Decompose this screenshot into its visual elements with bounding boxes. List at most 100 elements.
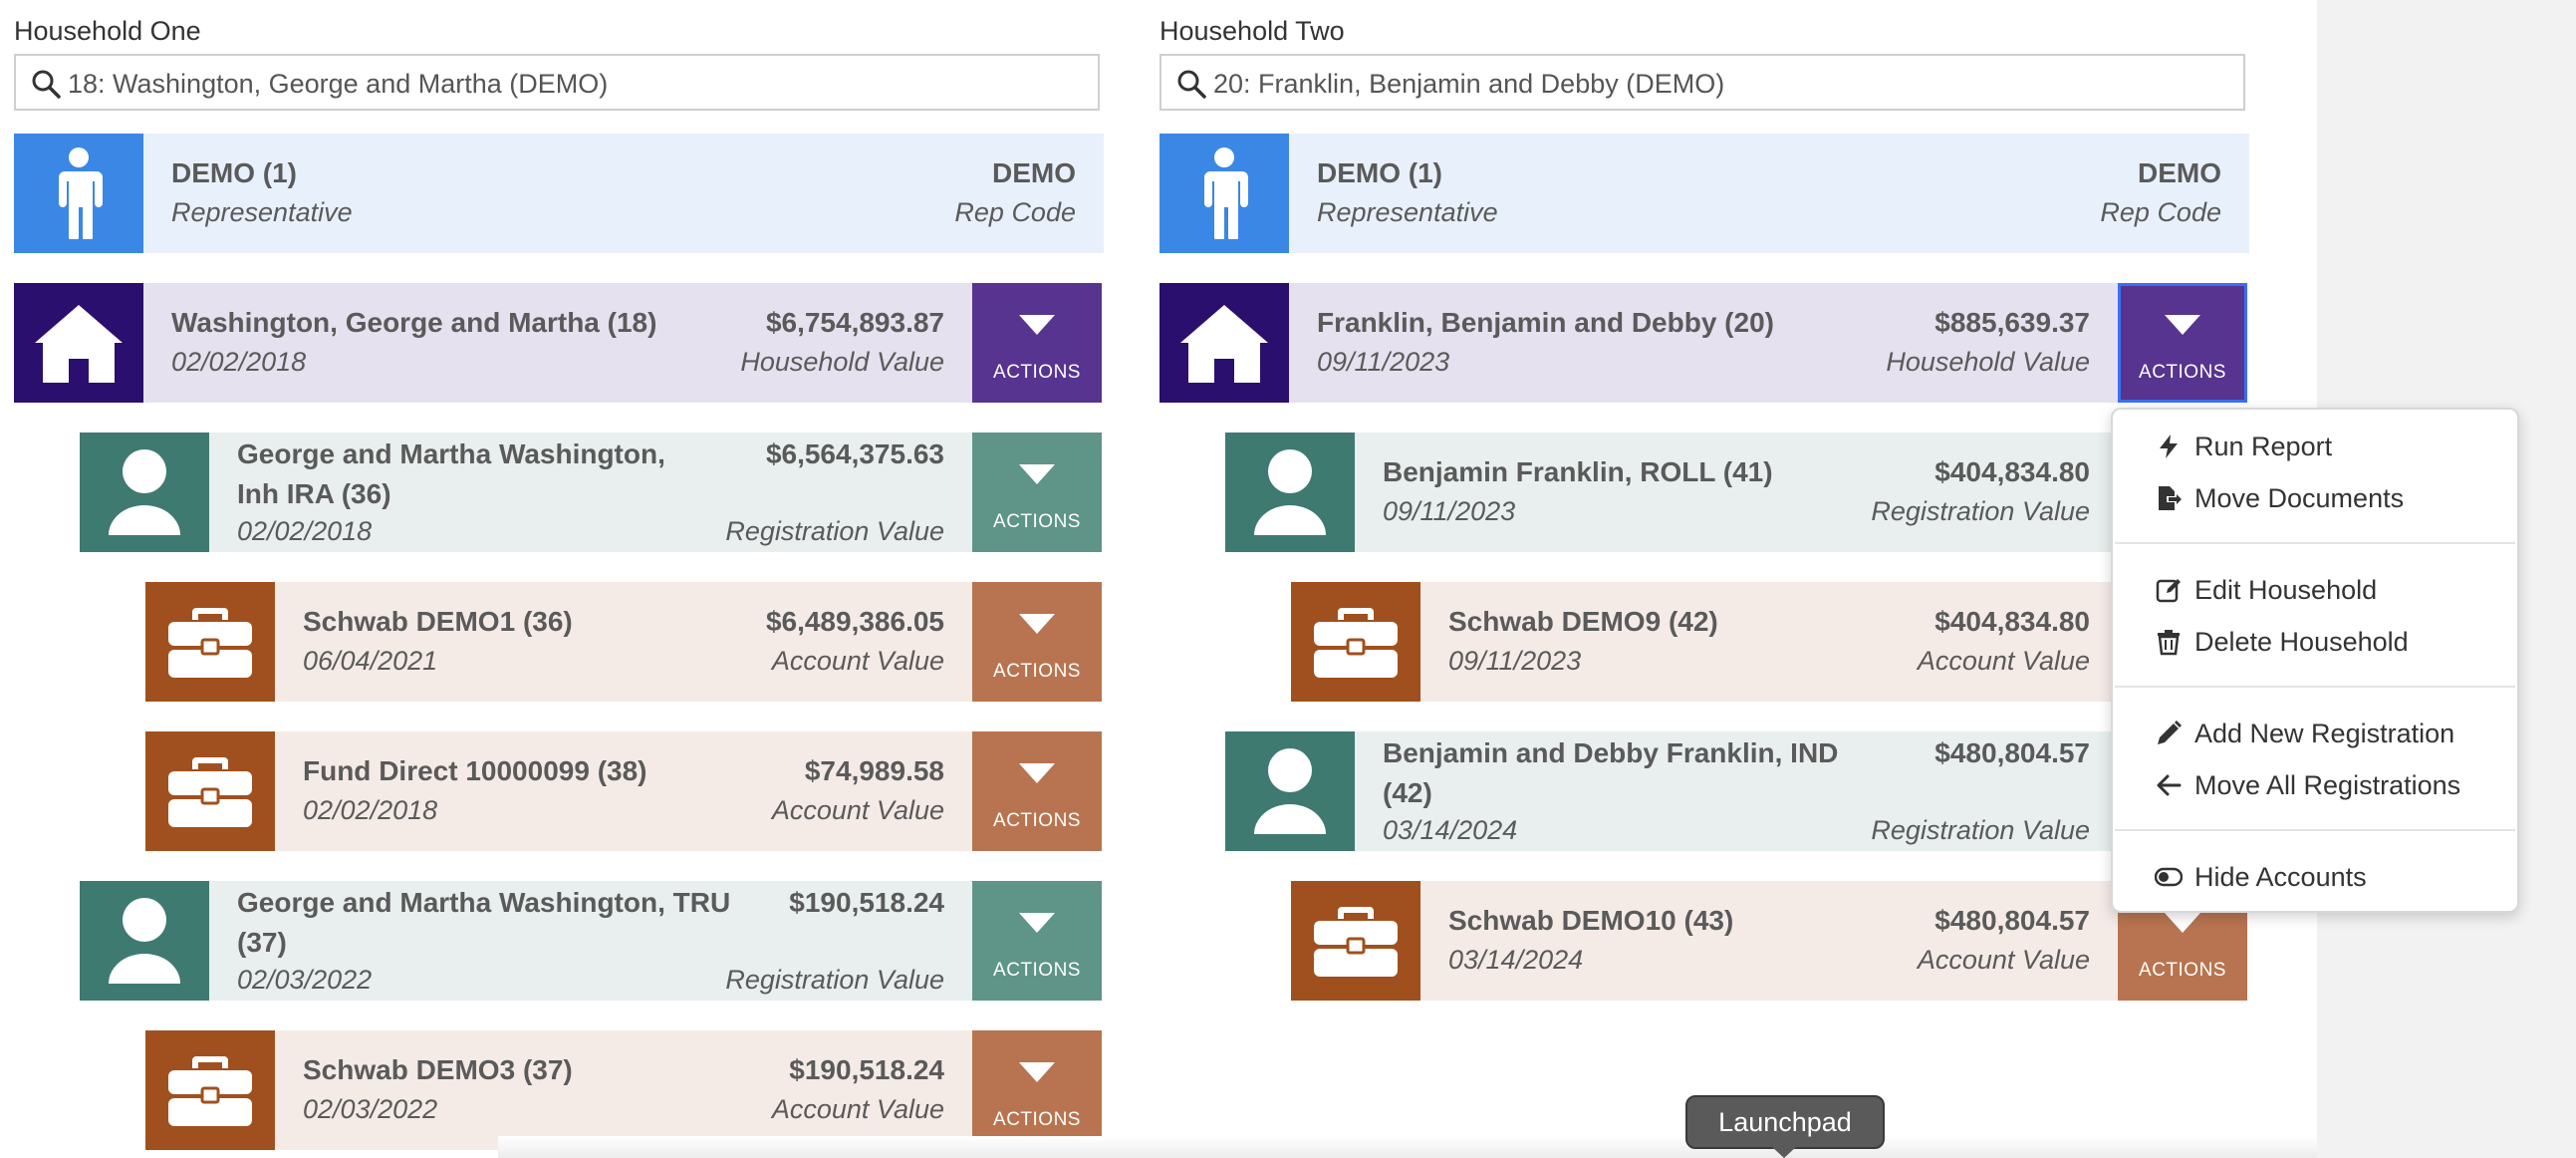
household-tile [14,283,143,403]
house-icon [1180,305,1268,383]
edit-icon [2156,579,2181,603]
representative-tile [14,134,143,253]
account-actions-button[interactable]: ACTIONS [972,582,1102,702]
registration-value: $190,518.24 [789,887,944,918]
caret-down-icon [1019,614,1055,634]
household-panel: Franklin, Benjamin and Debby (20) 09/11/… [1289,283,2118,403]
menu-divider [2115,829,2515,831]
household-tile [1159,283,1289,403]
briefcase-icon [1314,608,1398,678]
house-icon [35,305,123,383]
actions-label: ACTIONS [993,362,1081,383]
search-icon [32,70,61,99]
briefcase-icon [1314,907,1398,977]
account-row[interactable]: Schwab DEMO3 (37) 02/03/2022 $190,518.24… [145,1030,1104,1150]
household-row[interactable]: Washington, George and Martha (18) 02/02… [14,283,1104,403]
registration-actions-button[interactable]: ACTIONS [972,433,1102,552]
household-one-search-input[interactable]: 18: Washington, George and Martha (DEMO) [14,54,1100,111]
menu-item-label: Move All Registrations [2194,770,2461,800]
registration-date: 09/11/2023 [1383,496,1516,526]
menu-divider [2115,686,2515,688]
registration-panel: George and Martha Washington, Inh IRA (3… [209,433,972,552]
account-name: Schwab DEMO3 (37) [303,1054,573,1085]
account-value-label: Account Value [771,1094,944,1124]
household-name: Washington, George and Martha (18) [171,307,657,338]
registration-name-line2: (42) [1383,777,1432,808]
registration-row[interactable]: George and Martha Washington, Inh IRA (3… [80,433,1104,552]
account-panel: Schwab DEMO3 (37) 02/03/2022 $190,518.24… [275,1030,972,1150]
account-row[interactable]: Schwab DEMO1 (36) 06/04/2021 $6,489,386.… [145,582,1104,702]
registration-value: $404,834.80 [1934,456,2090,487]
account-actions-button[interactable]: ACTIONS [972,731,1102,851]
household-panel: Washington, George and Martha (18) 02/02… [143,283,972,403]
household-name: Franklin, Benjamin and Debby (20) [1317,307,1774,338]
person-standing-icon [1204,147,1248,239]
registration-tile [1225,433,1355,552]
user-icon [1254,449,1326,535]
registration-tile [80,881,209,1001]
rep-role: Representative [1317,197,1498,227]
representative-panel: DEMO (1) Representative DEMO Rep Code [143,134,1104,253]
registration-panel: Benjamin Franklin, ROLL (41) 09/11/2023 … [1355,433,2118,552]
account-tile [145,1030,275,1150]
household-value: $885,639.37 [1934,307,2090,338]
account-date: 09/11/2023 [1448,646,1582,676]
user-icon [1254,748,1326,834]
registration-name: Benjamin Franklin, ROLL (41) [1383,456,1773,487]
household-actions-button[interactable]: ACTIONS [972,283,1102,403]
registration-actions-button[interactable]: ACTIONS [972,881,1102,1001]
registration-row[interactable]: George and Martha Washington, TRU (37) 0… [80,881,1104,1001]
account-row[interactable]: Fund Direct 10000099 (38) 02/02/2018 $74… [145,731,1104,851]
dock-shadow [498,1136,2317,1158]
registration-name-line1: Benjamin and Debby Franklin, IND [1383,737,1839,768]
account-date: 06/04/2021 [303,646,438,676]
representative-row[interactable]: DEMO (1) Representative DEMO Rep Code [1159,134,2249,253]
household-one-label: Household One [14,16,201,46]
account-row[interactable]: Schwab DEMO9 (42) 09/11/2023 $404,834.80… [1291,582,2184,702]
actions-label: ACTIONS [993,511,1081,532]
file-export-icon [2159,486,2182,510]
actions-label: ACTIONS [2139,960,2226,981]
registration-value-label: Registration Value [725,965,944,995]
account-value-label: Account Value [1917,945,2090,975]
account-panel: Schwab DEMO1 (36) 06/04/2021 $6,489,386.… [275,582,972,702]
search-value: 20: Franklin, Benjamin and Debby (DEMO) [1213,69,1725,99]
account-tile [1291,582,1420,702]
account-date: 02/03/2022 [303,1094,438,1124]
caret-down-icon [2165,913,2200,933]
rep-code: DEMO [992,157,1076,188]
account-value-label: Account Value [771,795,944,825]
household-row[interactable]: Franklin, Benjamin and Debby (20) 09/11/… [1159,283,2249,403]
tooltip-pointer [1772,1147,1796,1158]
registration-name-line1: George and Martha Washington, TRU [237,887,731,918]
arrow-left-icon [2157,774,2182,796]
account-value: $6,489,386.05 [765,606,944,637]
menu-item-label: Move Documents [2194,483,2405,513]
account-value-label: Account Value [771,646,944,676]
account-row[interactable]: Schwab DEMO10 (43) 03/14/2024 $480,804.5… [1291,881,2249,1001]
registration-row[interactable]: Benjamin and Debby Franklin, IND (42) 03… [1225,731,2184,851]
registration-date: 03/14/2024 [1383,815,1518,845]
registration-panel: George and Martha Washington, TRU (37) 0… [209,881,972,1001]
representative-row[interactable]: DEMO (1) Representative DEMO Rep Code [14,134,1104,253]
bolt-icon [2160,434,2178,458]
household-actions-button[interactable]: ACTIONS [2118,283,2247,403]
launchpad-tooltip: Launchpad [1685,1095,1885,1149]
registration-name-line2: Inh IRA (36) [237,478,391,509]
registration-value-label: Registration Value [725,516,944,546]
registration-name-line2: (37) [237,927,287,958]
account-date: 03/14/2024 [1448,945,1584,975]
account-tile [145,731,275,851]
registration-value: $6,564,375.63 [765,438,944,469]
pencil-icon [2158,721,2182,744]
household-two-search-input[interactable]: 20: Franklin, Benjamin and Debby (DEMO) [1159,54,2245,111]
actions-label: ACTIONS [993,810,1081,831]
account-actions-button[interactable]: ACTIONS [972,1030,1102,1150]
rep-name: DEMO (1) [171,157,297,188]
account-value: $190,518.24 [789,1054,944,1085]
registration-row[interactable]: Benjamin Franklin, ROLL (41) 09/11/2023 … [1225,433,2184,552]
household-value-label: Household Value [1886,347,2090,377]
registration-value-label: Registration Value [1871,496,2090,526]
menu-item-label: Edit Household [2194,575,2378,605]
caret-down-icon [1019,1062,1055,1082]
